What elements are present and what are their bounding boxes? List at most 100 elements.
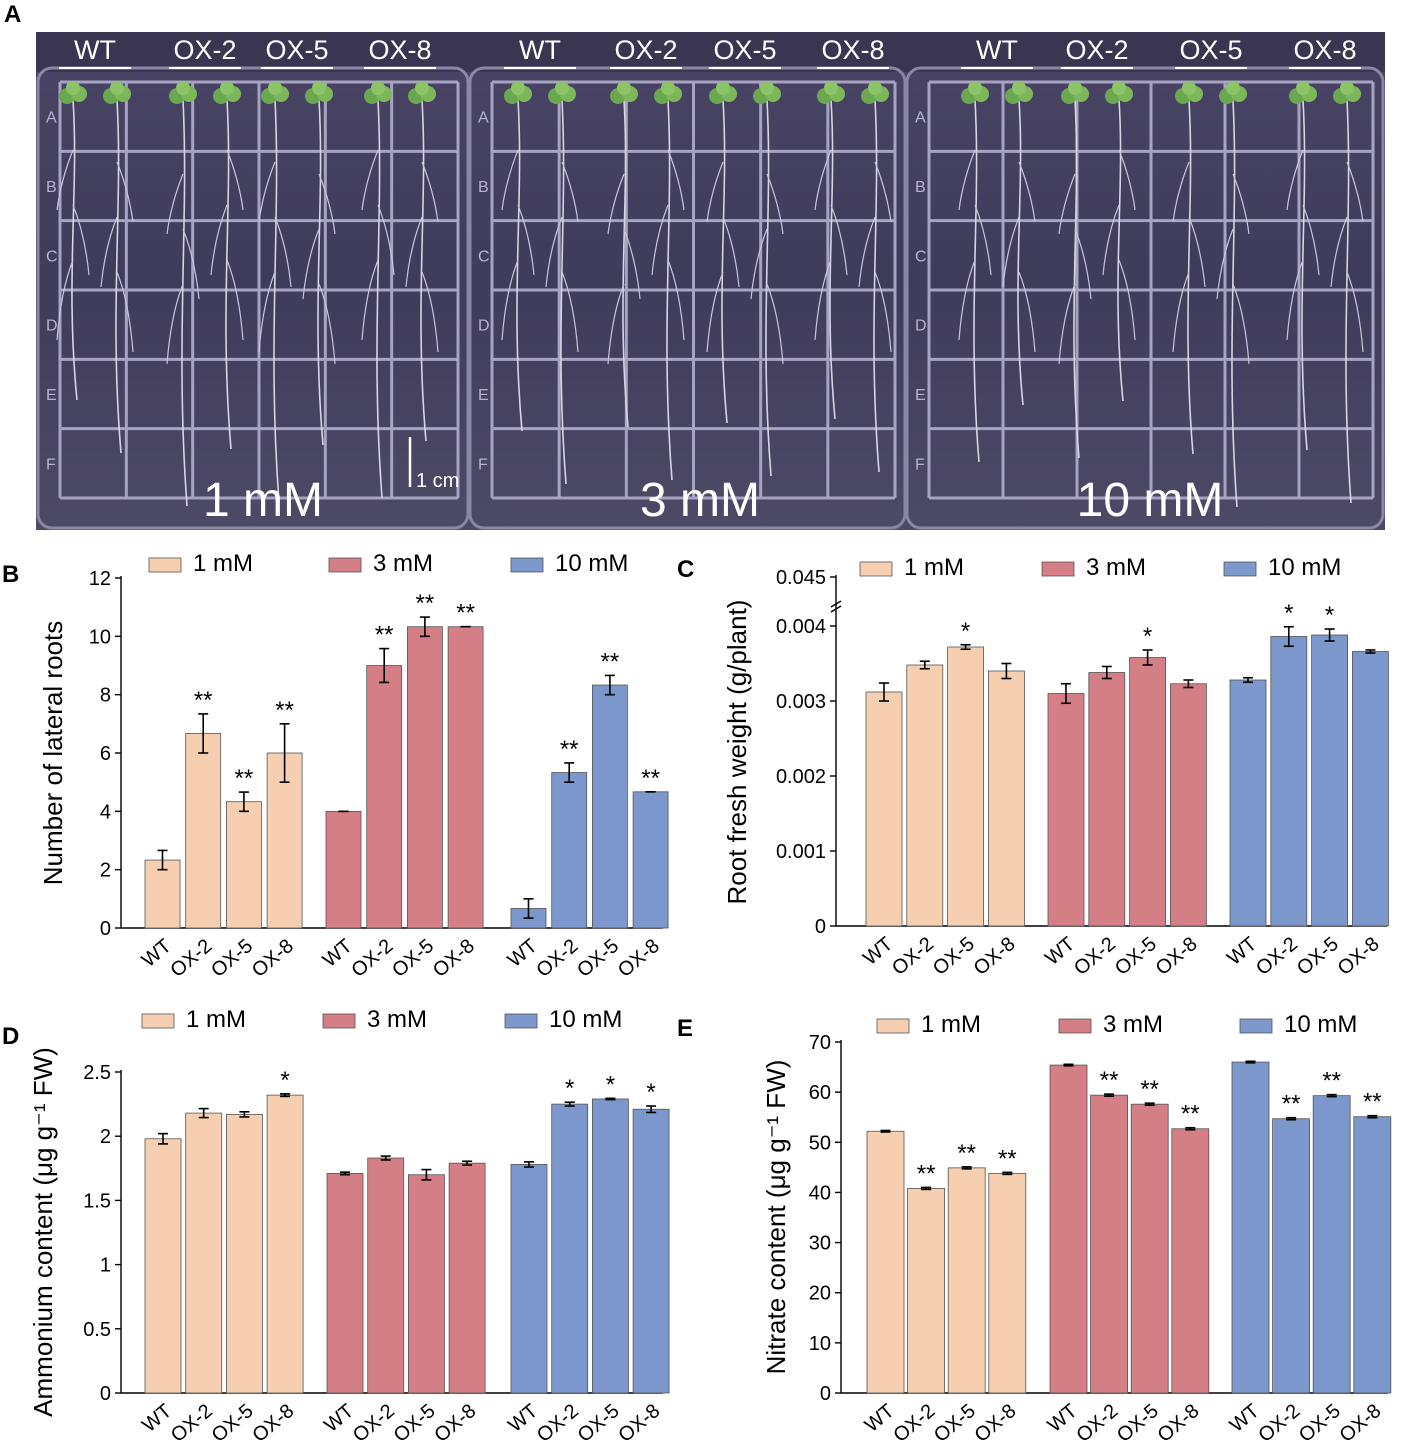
x-tick-label: OX-8 — [248, 935, 298, 982]
y-tick-label: 4 — [100, 801, 111, 823]
bar — [367, 1157, 405, 1394]
lateral-root — [1058, 173, 1076, 235]
chart-d: D 0 0.5 1 1.5 2 2.5 Ammonium content (μg g⁻¹ FW… — [2, 1006, 670, 1447]
primary-root — [225, 99, 232, 450]
plate-2: A B C D E F WT OX-2 OX-5 OX-8 3 mM — [468, 35, 907, 530]
genotype-label: OX-2 — [1065, 35, 1128, 65]
bar — [592, 684, 628, 929]
leaf — [312, 81, 326, 95]
bar — [1231, 1061, 1270, 1394]
grid-row-letter: A — [478, 110, 489, 127]
lateral-root — [421, 161, 439, 223]
primary-root — [873, 99, 880, 473]
bar — [1130, 1103, 1169, 1394]
legend-label: 10 mM — [1284, 1011, 1357, 1038]
legend-swatch — [859, 561, 893, 577]
leaf — [1112, 81, 1126, 95]
x-tick-label: OX-5 — [208, 1400, 258, 1447]
y-axis-label: Ammonium content (μg g⁻¹ FW) — [28, 1047, 58, 1417]
leaf — [371, 81, 385, 95]
x-tick-label: OX-2 — [533, 1400, 583, 1447]
significance-mark: ** — [194, 687, 213, 714]
plate-1: A B C D E F WT OX-2 OX-5 OX-8 1 mM — [36, 35, 470, 530]
lateral-root — [1216, 228, 1234, 300]
lateral-root — [361, 149, 379, 211]
plate-rim — [36, 66, 470, 530]
legend-swatch — [1058, 1018, 1092, 1034]
y-tick-label: 0.004 — [776, 616, 826, 638]
lateral-root — [607, 283, 625, 365]
lateral-root — [517, 204, 535, 276]
bar — [1311, 634, 1348, 927]
bar — [1049, 1064, 1088, 1394]
significance-mark: ** — [1282, 1091, 1301, 1118]
primary-root — [516, 99, 523, 432]
grid-row-letter: E — [915, 387, 926, 404]
x-tick-label: OX-5 — [574, 1400, 624, 1447]
x-tick-label: OX-2 — [348, 935, 398, 982]
lateral-root — [501, 259, 519, 341]
bar — [447, 626, 484, 929]
x-tick-label: OX-5 — [388, 935, 438, 982]
bar — [510, 1164, 548, 1394]
lateral-root — [302, 228, 320, 300]
leaf — [1068, 81, 1082, 95]
concentration-label: 1 mM — [203, 474, 323, 527]
primary-root — [829, 99, 836, 420]
bar — [907, 1188, 945, 1394]
leaf — [661, 81, 675, 95]
seedling — [1286, 81, 1320, 451]
legend-swatch — [510, 557, 544, 573]
significance-mark: ** — [998, 1145, 1017, 1172]
panel-letter: B — [2, 561, 19, 588]
lateral-root — [1018, 161, 1036, 223]
legend-label: 1 mM — [193, 550, 253, 577]
primary-root — [721, 99, 728, 424]
seedling — [1216, 81, 1250, 508]
y-tick-label: 8 — [100, 685, 111, 707]
x-tick-label: OX-5 — [929, 933, 979, 980]
y-tick-label: 0.045 — [776, 567, 826, 589]
genotype-label: OX-5 — [713, 35, 776, 65]
lateral-root — [766, 173, 784, 235]
genotype-label: OX-5 — [1179, 35, 1242, 65]
seedling — [100, 81, 134, 454]
bar — [1352, 651, 1389, 927]
grid-row-letter: B — [478, 179, 489, 196]
primary-root — [1073, 99, 1080, 459]
bar — [325, 810, 362, 929]
primary-root — [973, 99, 980, 463]
leaf — [716, 81, 730, 95]
x-tick-label: OX-8 — [1336, 1400, 1386, 1447]
primary-root — [560, 99, 567, 485]
lateral-root — [1118, 259, 1136, 341]
x-tick-label: OX-2 — [1252, 933, 1302, 980]
primary-root — [666, 99, 673, 481]
genotype-label: OX-8 — [1293, 35, 1356, 65]
lateral-root — [258, 161, 276, 223]
y-tick-label: 0 — [100, 918, 111, 940]
significance-mark: ** — [456, 600, 475, 627]
x-tick-label: OX-2 — [167, 935, 217, 982]
y-tick-label: 70 — [809, 1032, 831, 1054]
lateral-root — [72, 204, 90, 276]
seedling — [1330, 81, 1364, 504]
leaf — [760, 81, 774, 95]
legend-swatch — [322, 1013, 356, 1029]
x-tick-label: OX-2 — [1072, 1400, 1122, 1447]
lateral-root — [405, 216, 423, 288]
lateral-root — [421, 271, 439, 353]
bar — [551, 772, 588, 929]
bar — [947, 1167, 986, 1394]
leaf — [824, 81, 838, 95]
primary-root — [317, 99, 324, 446]
lateral-root — [1058, 283, 1076, 365]
panel-letter: C — [677, 556, 694, 583]
bar — [1312, 1095, 1351, 1394]
primary-root — [420, 99, 427, 442]
x-tick-label: OX-2 — [888, 933, 938, 980]
lateral-root — [874, 271, 892, 353]
lateral-root — [706, 161, 724, 223]
leaf — [511, 81, 525, 95]
lateral-root — [974, 204, 992, 276]
